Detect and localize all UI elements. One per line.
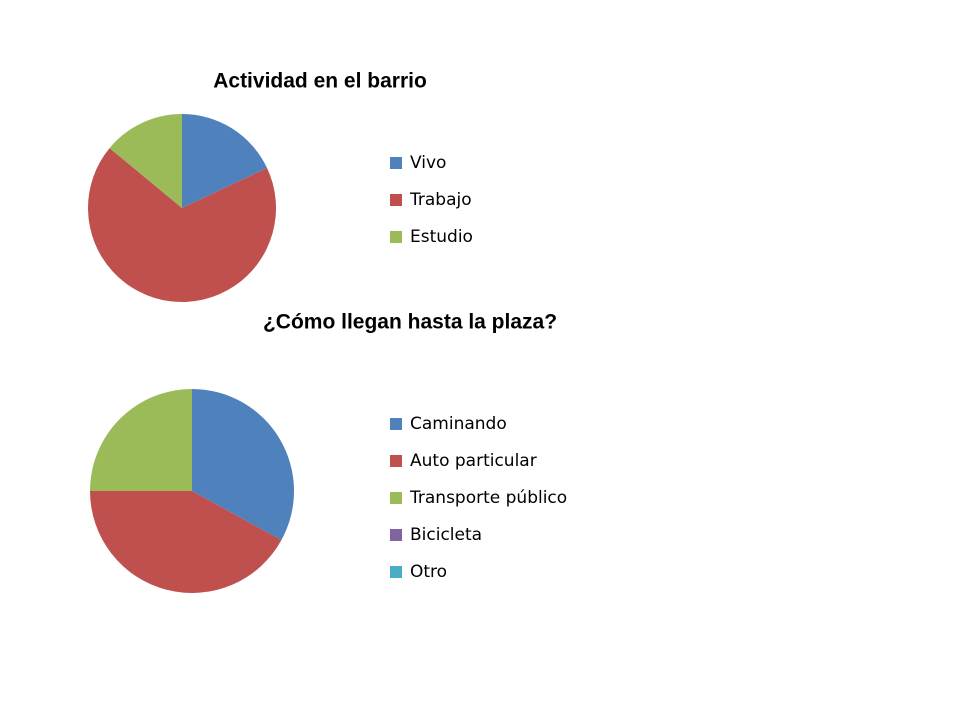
chart-title: ¿Cómo llegan hasta la plaza? [263, 311, 557, 334]
pie-slice [192, 389, 294, 541]
legend-swatch [390, 566, 402, 578]
legend-label: Estudio [410, 227, 473, 247]
pie-slice [90, 389, 192, 491]
legend-label: Auto particular [410, 451, 537, 471]
legend-label: Caminando [410, 414, 507, 434]
legend-swatch [390, 157, 402, 169]
legend-swatch [390, 455, 402, 467]
legend-swatch [390, 194, 402, 206]
legend-label: Transporte público [409, 488, 567, 508]
chart-title: Actividad en el barrio [213, 70, 427, 93]
pie-slice [87, 148, 276, 303]
pie-slice [90, 491, 282, 593]
legend-swatch [390, 418, 402, 430]
legend-swatch [390, 231, 402, 243]
legend-label: Bicicleta [410, 525, 482, 545]
legend-label: Vivo [410, 153, 446, 173]
legend-swatch [390, 529, 402, 541]
legend-swatch [390, 492, 402, 504]
legend-label: Trabajo [409, 190, 472, 210]
pie-slice [182, 114, 268, 208]
pie-slice [109, 114, 182, 208]
legend-label: Otro [410, 562, 447, 582]
